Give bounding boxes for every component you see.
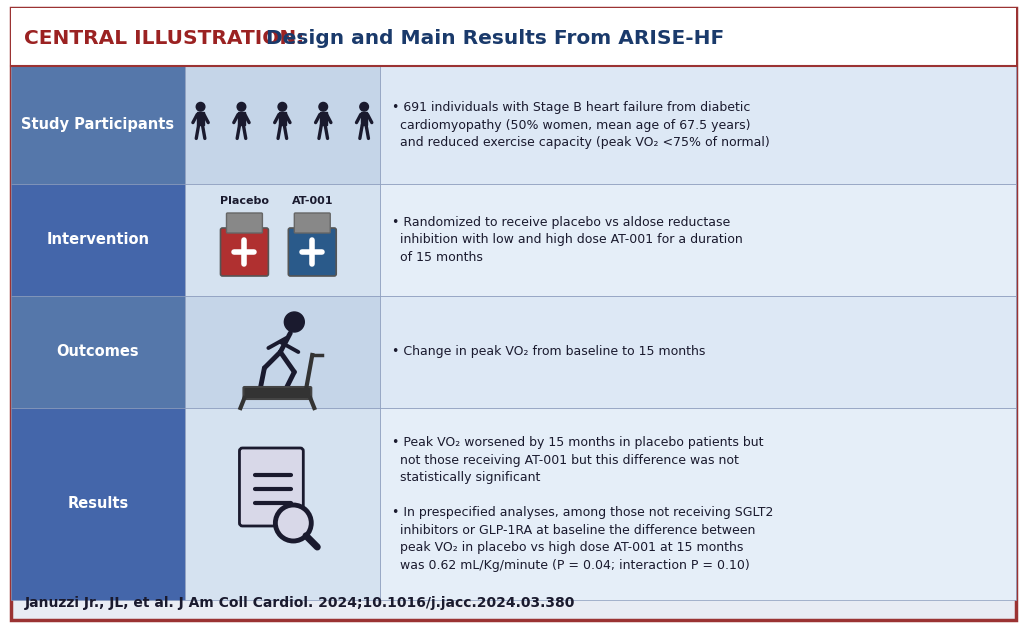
FancyBboxPatch shape: [294, 213, 330, 233]
Text: • Change in peak VO₂ from baseline to 15 months: • Change in peak VO₂ from baseline to 15…: [391, 345, 705, 359]
FancyBboxPatch shape: [10, 8, 1016, 66]
FancyBboxPatch shape: [10, 66, 185, 184]
Circle shape: [359, 102, 369, 111]
Text: • Peak VO₂ worsened by 15 months in placebo patients but
  not those receiving A: • Peak VO₂ worsened by 15 months in plac…: [391, 436, 773, 571]
Text: • Randomized to receive placebo vs aldose reductase
  inhibition with low and hi: • Randomized to receive placebo vs aldos…: [391, 216, 742, 264]
FancyBboxPatch shape: [240, 448, 303, 526]
FancyBboxPatch shape: [380, 296, 1016, 408]
FancyBboxPatch shape: [380, 66, 1016, 184]
Circle shape: [318, 102, 328, 111]
FancyBboxPatch shape: [10, 408, 185, 600]
Circle shape: [197, 102, 205, 111]
FancyBboxPatch shape: [319, 112, 327, 125]
FancyBboxPatch shape: [279, 112, 286, 125]
FancyBboxPatch shape: [239, 112, 245, 125]
Text: Placebo: Placebo: [220, 196, 269, 206]
FancyBboxPatch shape: [185, 296, 380, 408]
Text: Intervention: Intervention: [46, 232, 150, 247]
Circle shape: [285, 312, 304, 332]
FancyBboxPatch shape: [10, 296, 185, 408]
Text: Januzzi Jr., JL, et al. J Am Coll Cardiol. 2024;10.1016/j.jacc.2024.03.380: Januzzi Jr., JL, et al. J Am Coll Cardio…: [25, 596, 574, 610]
FancyBboxPatch shape: [244, 387, 311, 399]
Text: Design and Main Results From ARISE-HF: Design and Main Results From ARISE-HF: [259, 30, 724, 48]
Circle shape: [238, 102, 246, 111]
Text: Study Participants: Study Participants: [22, 117, 174, 133]
FancyBboxPatch shape: [380, 184, 1016, 296]
FancyBboxPatch shape: [185, 184, 380, 296]
Text: Outcomes: Outcomes: [56, 345, 139, 359]
FancyBboxPatch shape: [220, 228, 268, 276]
Circle shape: [275, 505, 311, 541]
FancyBboxPatch shape: [226, 213, 262, 233]
FancyBboxPatch shape: [360, 112, 368, 125]
Text: Results: Results: [68, 497, 128, 511]
Text: AT-001: AT-001: [292, 196, 333, 206]
Text: CENTRAL ILLUSTRATION:: CENTRAL ILLUSTRATION:: [25, 30, 305, 48]
FancyBboxPatch shape: [185, 408, 380, 600]
FancyBboxPatch shape: [10, 8, 1016, 620]
FancyBboxPatch shape: [198, 112, 204, 125]
FancyBboxPatch shape: [380, 408, 1016, 600]
FancyBboxPatch shape: [10, 184, 185, 296]
Circle shape: [279, 102, 287, 111]
FancyBboxPatch shape: [289, 228, 336, 276]
FancyBboxPatch shape: [185, 66, 380, 184]
Text: • 691 individuals with Stage B heart failure from diabetic
  cardiomyopathy (50%: • 691 individuals with Stage B heart fai…: [391, 101, 769, 149]
